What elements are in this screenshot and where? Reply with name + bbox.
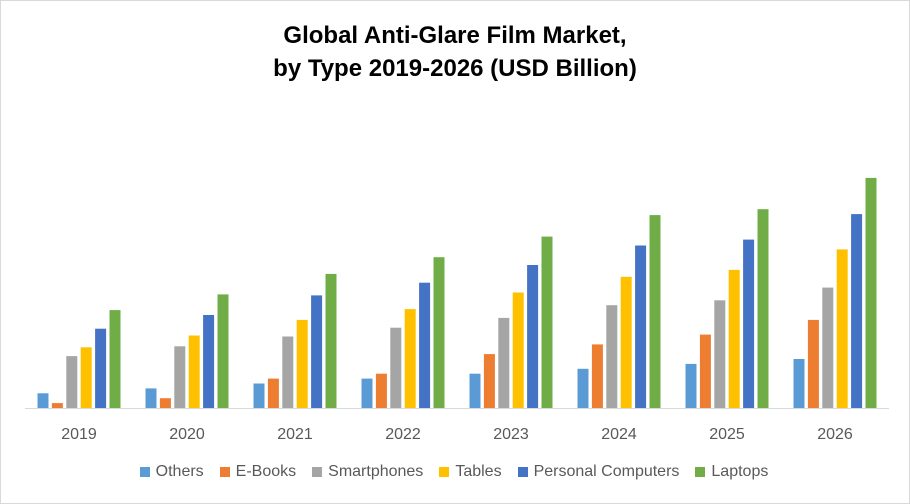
bar-others-2024 bbox=[577, 368, 589, 408]
bar-tables-2026 bbox=[836, 249, 848, 408]
legend-label: Personal Computers bbox=[533, 463, 680, 480]
bar-laptops-2022 bbox=[433, 257, 445, 408]
bar-personal-computers-2022 bbox=[419, 282, 431, 408]
bar-tables-2023 bbox=[512, 292, 524, 408]
bar-others-2019 bbox=[37, 393, 49, 408]
bar-others-2025 bbox=[685, 363, 697, 408]
bar-laptops-2023 bbox=[541, 236, 553, 408]
bar-e-books-2024 bbox=[591, 344, 603, 408]
bar-laptops-2021 bbox=[325, 273, 337, 408]
legend-item: Smartphones bbox=[312, 463, 423, 481]
chart-title: Global Anti-Glare Film Market, by Type 2… bbox=[1, 19, 909, 85]
bar-others-2023 bbox=[469, 373, 481, 408]
bar-e-books-2022 bbox=[375, 373, 387, 408]
bar-personal-computers-2020 bbox=[203, 315, 215, 408]
bar-others-2021 bbox=[253, 383, 265, 408]
bar-personal-computers-2025 bbox=[743, 239, 755, 408]
bar-tables-2022 bbox=[404, 309, 416, 408]
bar-smartphones-2025 bbox=[714, 300, 726, 408]
legend-label: Others bbox=[155, 463, 204, 480]
legend-swatch bbox=[139, 467, 150, 477]
x-tick-label: 2019 bbox=[61, 426, 97, 443]
legend-swatch bbox=[439, 467, 450, 477]
bar-personal-computers-2026 bbox=[851, 214, 863, 408]
bar-smartphones-2021 bbox=[282, 336, 294, 408]
bar-others-2022 bbox=[361, 378, 373, 408]
x-tick-label: 2026 bbox=[817, 426, 853, 443]
bar-laptops-2025 bbox=[757, 209, 769, 408]
bar-tables-2024 bbox=[620, 276, 632, 408]
bar-laptops-2026 bbox=[865, 177, 877, 408]
bar-personal-computers-2024 bbox=[635, 245, 647, 408]
chart-title-line-2: by Type 2019-2026 (USD Billion) bbox=[273, 55, 637, 82]
bar-e-books-2019 bbox=[51, 403, 63, 408]
x-tick-label: 2025 bbox=[709, 426, 745, 443]
legend-item: E-Books bbox=[219, 463, 297, 481]
legend-label: Tables bbox=[455, 463, 502, 480]
chart-legend: Others E-Books Smartphones Tables Personal C… bbox=[1, 463, 909, 481]
legend-swatch bbox=[517, 467, 528, 477]
legend-item: Others bbox=[139, 463, 204, 481]
bar-smartphones-2026 bbox=[822, 287, 834, 408]
legend-item: Personal Computers bbox=[517, 463, 680, 481]
legend-label: Laptops bbox=[711, 463, 769, 480]
bar-tables-2020 bbox=[188, 335, 200, 408]
bar-tables-2025 bbox=[728, 269, 740, 408]
bar-smartphones-2020 bbox=[174, 346, 186, 408]
legend-swatch bbox=[312, 467, 323, 477]
bar-personal-computers-2019 bbox=[95, 328, 107, 408]
bar-smartphones-2022 bbox=[390, 327, 402, 408]
bar-laptops-2019 bbox=[109, 310, 121, 408]
x-tick-label: 2024 bbox=[601, 426, 637, 443]
bar-e-books-2021 bbox=[267, 378, 279, 408]
bar-e-books-2020 bbox=[159, 398, 171, 408]
bar-others-2026 bbox=[793, 359, 805, 408]
bar-personal-computers-2023 bbox=[527, 265, 539, 408]
bar-laptops-2020 bbox=[217, 294, 229, 408]
legend-label: E-Books bbox=[235, 463, 297, 480]
legend-item: Tables bbox=[439, 463, 502, 481]
bar-smartphones-2023 bbox=[498, 317, 510, 408]
legend-item: Laptops bbox=[695, 463, 768, 481]
bar-e-books-2026 bbox=[807, 319, 819, 408]
bar-laptops-2024 bbox=[649, 215, 661, 408]
bar-tables-2019 bbox=[80, 347, 92, 408]
x-tick-label: 2021 bbox=[277, 426, 313, 443]
bar-e-books-2025 bbox=[699, 334, 711, 408]
x-tick-label: 2020 bbox=[169, 426, 205, 443]
x-tick-label: 2023 bbox=[493, 426, 529, 443]
x-tick-label: 2022 bbox=[385, 426, 421, 443]
legend-swatch bbox=[219, 467, 230, 477]
bar-others-2020 bbox=[145, 388, 157, 408]
chart-title-line-1: Global Anti-Glare Film Market, bbox=[283, 22, 627, 49]
bar-personal-computers-2021 bbox=[311, 295, 323, 408]
bar-smartphones-2024 bbox=[606, 305, 618, 408]
legend-swatch bbox=[695, 467, 706, 477]
legend-label: Smartphones bbox=[328, 463, 424, 480]
bar-smartphones-2019 bbox=[66, 356, 78, 408]
bar-tables-2021 bbox=[296, 319, 308, 408]
bar-e-books-2023 bbox=[483, 354, 495, 408]
